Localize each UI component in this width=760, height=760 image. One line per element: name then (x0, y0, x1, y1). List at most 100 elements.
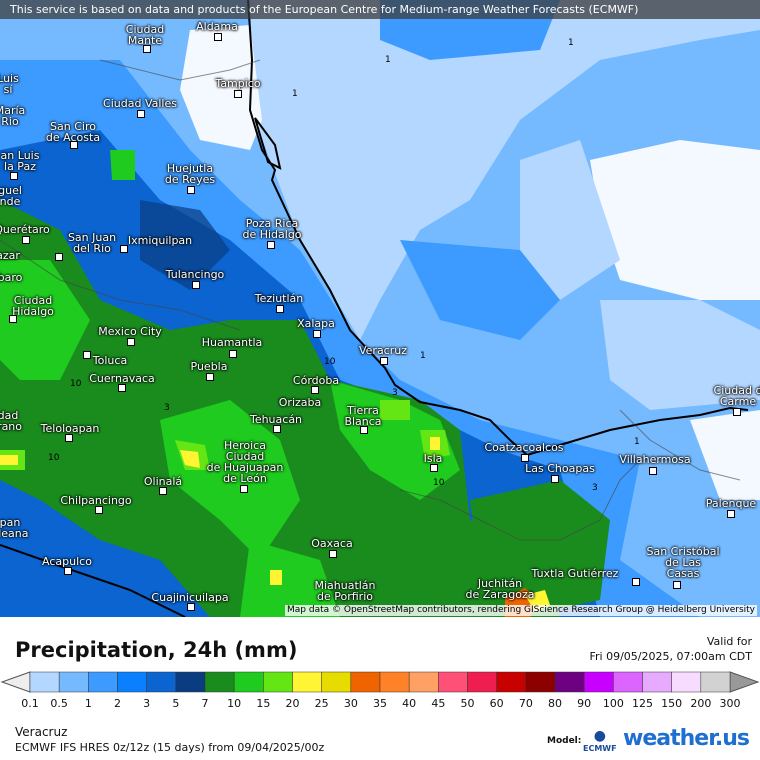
city-label: Huamantla (201, 336, 263, 349)
city-marker (649, 467, 657, 475)
precipitation-map[interactable]: 1 1 1 1 3 10 10 10 3 1 3 10 Ciudad Mante… (0, 0, 760, 617)
tick-label: 15 (256, 697, 271, 710)
coastline (0, 0, 749, 617)
city-marker (673, 581, 681, 589)
legend-title: Precipitation, 24h (mm) (15, 638, 298, 662)
color-swatch (554, 671, 585, 693)
city-label: Cuajinicuilapa (151, 591, 229, 604)
city-marker (127, 338, 135, 346)
city-label: Teziutlán (254, 292, 304, 305)
city-marker (276, 305, 284, 313)
city-marker (313, 330, 321, 338)
color-swatch (350, 671, 381, 693)
map-attribution[interactable]: Map data © OpenStreetMap contributors, r… (285, 605, 757, 616)
city-label: Ciudad d Carme (713, 384, 760, 408)
city-marker (187, 603, 195, 611)
tick-label: 200 (690, 697, 712, 710)
city-marker (95, 506, 103, 514)
city-marker (55, 253, 63, 261)
color-swatch (583, 671, 614, 693)
city-label: Luis sí (0, 72, 19, 96)
city-label: Chilpancingo (60, 494, 132, 507)
tick-label: 40 (402, 697, 417, 710)
tick-label: 0.5 (50, 697, 68, 710)
city-label: Cuernavaca (89, 372, 155, 385)
color-swatch (233, 671, 264, 693)
tick-label: 20 (285, 697, 300, 710)
contour-label: 3 (164, 403, 170, 413)
city-label: Las Choapas (525, 462, 595, 475)
city-label: Aldama (196, 20, 238, 33)
city-marker (551, 475, 559, 483)
city-marker (192, 281, 200, 289)
tick-label: 150 (661, 697, 683, 710)
color-swatch (700, 671, 731, 693)
city-label: Tuxtla Gutiérrez (531, 567, 619, 580)
city-marker (206, 373, 214, 381)
city-marker (360, 426, 368, 434)
color-swatch (642, 671, 672, 693)
city-label: Tampico (215, 77, 261, 90)
color-swatch (292, 671, 322, 693)
color-swatch (408, 671, 439, 693)
city-label: azar (0, 249, 20, 262)
city-label: Ciudad Mante (125, 23, 165, 47)
city-marker (521, 454, 529, 462)
valid-time: Valid for Fri 09/05/2025, 07:00am CDT (589, 634, 752, 664)
city-label: Huejutla de Reyes (164, 162, 216, 186)
city-marker (65, 434, 73, 442)
precip-areas (0, 0, 760, 617)
city-label: Isla (423, 452, 443, 465)
city-label: Poza Rica de Hidalgo (242, 217, 302, 241)
weather-us-logo[interactable]: weather.us (623, 726, 750, 751)
tick-label: 10 (227, 697, 242, 710)
contour-label: 1 (634, 437, 640, 447)
tick-label: 80 (548, 697, 562, 710)
borders (0, 59, 741, 541)
ecmwf-logo-text: ECMWF (583, 744, 617, 753)
city-marker (64, 567, 72, 575)
color-swatch (467, 671, 497, 693)
color-swatch (671, 671, 702, 693)
city-marker (118, 384, 126, 392)
tick-label: 100 (602, 697, 624, 710)
city-marker (240, 485, 248, 493)
contour-label: 1 (568, 38, 574, 48)
color-swatch (175, 671, 206, 693)
contour-label: 1 (385, 55, 391, 65)
city-label: guel nde (0, 184, 22, 208)
color-scale (0, 671, 760, 693)
tick-label: 90 (577, 697, 592, 710)
city-marker (137, 110, 145, 118)
city-marker (733, 408, 741, 416)
ecmwf-logo: ● ECMWF (583, 728, 617, 753)
city-label: Tehuacán (249, 413, 303, 426)
city-marker (329, 550, 337, 558)
city-label: pan aleana (0, 516, 29, 540)
city-label: San Cristóbal de Las Casas (646, 545, 720, 580)
tick-label: 50 (460, 697, 475, 710)
city-label: Acapulco (42, 555, 92, 568)
color-swatch (496, 671, 527, 693)
city-label: Córdoba (292, 374, 340, 387)
color-swatch (379, 671, 410, 693)
contour-label: 1 (420, 351, 426, 361)
city-label: San Ciro de Acosta (45, 120, 101, 144)
tick-label: 7 (201, 697, 209, 710)
contour-label: 10 (324, 357, 336, 367)
city-marker (430, 464, 438, 472)
color-swatch (117, 671, 147, 693)
city-label: San Juan del Rio (67, 231, 117, 255)
city-label: baro (0, 271, 23, 284)
city-label: Villahermosa (619, 453, 691, 466)
city-marker (273, 425, 281, 433)
city-label: Oaxaca (311, 537, 353, 550)
tick-label: 1 (84, 697, 92, 710)
city-marker (70, 141, 78, 149)
city-label: Ixmiquilpan (127, 234, 193, 247)
city-label: Tierra Blanca (344, 404, 382, 428)
color-swatch (525, 671, 556, 693)
city-marker (380, 357, 388, 365)
city-label: Toluca (92, 354, 128, 367)
contour-label: 10 (48, 453, 60, 463)
